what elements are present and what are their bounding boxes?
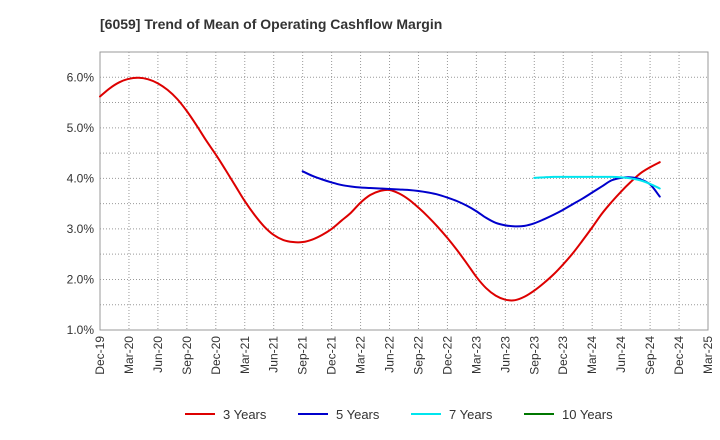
y-tick-label: 2.0% xyxy=(67,272,95,286)
x-tick-label: Mar-24 xyxy=(585,336,599,374)
series-line-5-years xyxy=(301,170,661,228)
x-tick-label: Jun-24 xyxy=(614,336,628,373)
x-tick-label: Sep-21 xyxy=(296,336,310,375)
series-line-3-years xyxy=(99,76,661,302)
plot-area xyxy=(100,52,708,330)
series-line-7-years xyxy=(533,175,661,190)
x-tick-label: Sep-23 xyxy=(527,336,541,375)
x-tick-label: Dec-20 xyxy=(209,336,223,375)
x-tick-label: Mar-22 xyxy=(354,336,368,374)
x-tick-label: Dec-19 xyxy=(93,336,107,375)
y-tick-label: 3.0% xyxy=(67,222,95,236)
x-tick-label: Dec-21 xyxy=(325,336,339,375)
x-tick-label: Sep-20 xyxy=(180,336,194,375)
y-tick-label: 4.0% xyxy=(67,171,95,185)
x-tick-label: Jun-20 xyxy=(151,336,165,373)
y-tick-label: 1.0% xyxy=(67,323,95,337)
legend-label-10-years: 10 Years xyxy=(562,407,613,422)
x-tick-label: Jun-23 xyxy=(498,336,512,373)
x-tick-label: Mar-20 xyxy=(122,336,136,374)
x-tick-label: Sep-24 xyxy=(643,336,657,375)
x-tick-label: Jun-21 xyxy=(267,336,281,373)
chart-title: [6059] Trend of Mean of Operating Cashfl… xyxy=(100,16,443,32)
x-tick-label: Dec-22 xyxy=(440,336,454,375)
x-tick-label: Mar-25 xyxy=(701,336,715,374)
x-tick-label: Dec-23 xyxy=(556,336,570,375)
legend-label-5-years: 5 Years xyxy=(336,407,380,422)
x-tick-label: Mar-23 xyxy=(469,336,483,374)
plot-frame xyxy=(99,51,709,331)
y-tick-label: 6.0% xyxy=(67,70,95,84)
x-tick-label: Dec-24 xyxy=(672,336,686,375)
legend-label-7-years: 7 Years xyxy=(449,407,493,422)
x-tick-label: Jun-22 xyxy=(383,336,397,373)
x-tick-label: Sep-22 xyxy=(411,336,425,375)
legend-label-3-years: 3 Years xyxy=(223,407,267,422)
x-tick-label: Mar-21 xyxy=(238,336,252,374)
y-tick-label: 5.0% xyxy=(67,121,95,135)
